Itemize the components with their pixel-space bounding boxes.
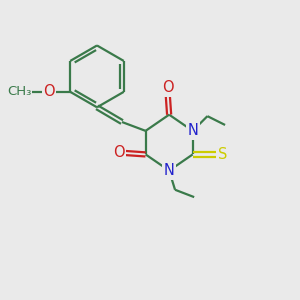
Text: N: N	[187, 123, 198, 138]
Text: N: N	[164, 163, 175, 178]
Text: O: O	[162, 80, 173, 95]
Text: O: O	[43, 84, 55, 99]
Text: O: O	[113, 146, 124, 160]
Text: S: S	[218, 147, 227, 162]
Text: CH₃: CH₃	[7, 85, 31, 98]
